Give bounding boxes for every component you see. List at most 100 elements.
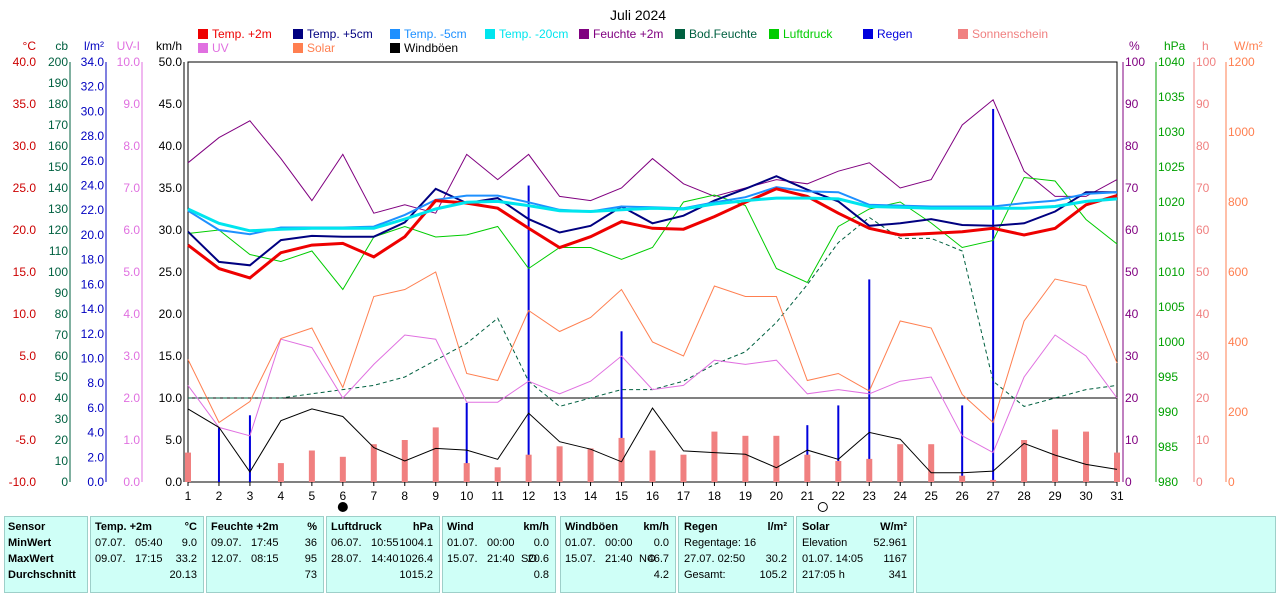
- x-tick-label: 12: [522, 489, 536, 503]
- axis-unit-hpa-right: hPa: [1164, 39, 1186, 53]
- x-tick-label: 14: [584, 489, 598, 503]
- axis-tick-km-h: 20.0: [159, 307, 183, 321]
- stats-luftdruck-max-value: 1026.4: [399, 553, 433, 565]
- stats-wind-min-date: 01.07.: [447, 537, 478, 549]
- bar-sonnenschein: [835, 461, 842, 482]
- stats-feuchte-min-date: 09.07.: [211, 537, 242, 549]
- axis-tick-km-h: 5.0: [165, 433, 182, 447]
- axis-tick-c: -10.0: [9, 475, 37, 489]
- axis-tick-c: 5.0: [19, 349, 36, 363]
- bar-sonnenschein: [959, 475, 966, 482]
- axis-tick-km-h: 0.0: [165, 475, 182, 489]
- axis-tick-cb: 70: [55, 328, 69, 342]
- bar-sonnenschein: [587, 448, 594, 482]
- axes: °C -10.0 -5.0 0.0 5.0 10.0 15.0 20.0 25.0 30.0 35.…: [9, 39, 1263, 489]
- stats-solar-unit: W/m²: [880, 521, 907, 533]
- stats-wind-header: Wind: [447, 521, 474, 533]
- axis-tick-hpa: 985: [1158, 440, 1178, 454]
- axis-tick-uv-i: 0.0: [123, 475, 140, 489]
- axis-unit-cb-left: cb: [55, 39, 68, 53]
- stats-feuchte-max-value: 95: [304, 553, 317, 565]
- axis-tick-l-m: 10.0: [81, 351, 105, 365]
- axis-tick-c: -5.0: [15, 433, 36, 447]
- bars-layer: [185, 108, 1120, 483]
- axis-tick-h: 70: [1196, 181, 1210, 195]
- stats-wind-max-time: 21:40: [487, 553, 515, 565]
- legend-label-temp-5cm: Temp. +5cm: [307, 27, 373, 41]
- legend-swatch-temp-5cm: [293, 29, 303, 39]
- axis-tick-h: 80: [1196, 139, 1210, 153]
- axis-tick-h: 20: [1196, 391, 1210, 405]
- bar-regen: [961, 405, 964, 482]
- stats-row-label-min: MinWert: [8, 537, 52, 549]
- x-tick-label: 16: [646, 489, 660, 503]
- bar-sonnenschein: [494, 467, 501, 482]
- axis-tick-pct: 60: [1125, 223, 1139, 237]
- axis-tick-uv-i: 7.0: [123, 181, 140, 195]
- line-temp-2m: [187, 187, 1118, 280]
- axis-tick-hpa: 980: [1158, 475, 1178, 489]
- axis-unit-w-m-right: W/m²: [1234, 39, 1263, 53]
- legend-label-sonnenschein: Sonnenschein: [972, 27, 1048, 41]
- stats-wind-box: Wind km/h 01.07. 00:00 0.0 15.07. 21:40 …: [442, 516, 556, 593]
- x-tick-label: 15: [615, 489, 629, 503]
- axis-tick-cb: 110: [49, 244, 68, 258]
- stats-temp-min-time: 05:40: [135, 537, 163, 549]
- stats-windboeen-min-time: 00:00: [605, 537, 633, 549]
- axis-tick-l-m: 30.0: [81, 104, 105, 118]
- axis-tick-hpa: 1030: [1158, 125, 1185, 139]
- axis-tick-l-m: 6.0: [87, 401, 104, 415]
- stats-luftdruck-min-value: 1004.1: [399, 537, 433, 549]
- axis-tick-pct: 40: [1125, 307, 1139, 321]
- axis-tick-cb: 90: [55, 286, 69, 300]
- legend-label-bod-feuchte: Bod.Feuchte: [689, 27, 757, 41]
- stats-temp-max-value: 33.2: [175, 553, 197, 565]
- stats-feuchte-max-date: 12.07.: [211, 553, 242, 565]
- axis-tick-pct: 70: [1125, 181, 1139, 195]
- axis-unit-km-h-left: km/h: [156, 39, 182, 53]
- axis-tick-l-m: 14.0: [81, 302, 105, 316]
- stats-temp-avg-value: 20.13: [169, 569, 197, 581]
- axis-tick-km-h: 50.0: [159, 55, 183, 69]
- axis-tick-pct: 0: [1125, 475, 1132, 489]
- x-tick-label: 6: [339, 489, 346, 503]
- legend-swatch-bod-feuchte: [675, 29, 685, 39]
- stats-wind-max-date: 15.07.: [447, 553, 478, 565]
- axis-tick-cb: 190: [48, 76, 68, 90]
- axis-tick-w-m: 1200: [1228, 55, 1255, 69]
- x-tick-label: 10: [460, 489, 474, 503]
- line-solar: [187, 271, 1118, 424]
- axis-tick-uv-i: 1.0: [123, 433, 140, 447]
- bar-sonnenschein: [928, 444, 935, 482]
- x-tick-label: 25: [925, 489, 939, 503]
- x-tick-label: 4: [278, 489, 285, 503]
- axis-tick-cb: 40: [55, 391, 69, 405]
- axis-tick-h: 40: [1196, 307, 1210, 321]
- axis-tick-hpa: 1000: [1158, 335, 1185, 349]
- stats-windboeen-min-value: 0.0: [653, 537, 669, 549]
- x-tick-label: 26: [955, 489, 969, 503]
- stats-temp-min-date: 07.07.: [95, 537, 126, 549]
- bar-sonnenschein: [370, 444, 377, 482]
- stats-solar-elevation-value: 52.961: [873, 537, 907, 549]
- bar-sonnenschein: [556, 446, 563, 482]
- axis-tick-hpa: 1040: [1158, 55, 1185, 69]
- stats-temp-min-value: 9.0: [181, 537, 197, 549]
- legend-label-temp-5cm: Temp. -5cm: [404, 27, 467, 41]
- stats-regen-days: Regentage: 16: [684, 537, 757, 549]
- axis-tick-hpa: 1025: [1158, 160, 1185, 174]
- axis-tick-hpa: 990: [1158, 405, 1178, 419]
- stats-wind-max-value: 20.6: [527, 553, 549, 565]
- stats-windboeen-max-value: 46.7: [647, 553, 669, 565]
- stats-row-label-avg: Durchschnitt: [8, 569, 76, 581]
- axis-tick-pct: 100: [1125, 55, 1145, 69]
- moon-full-icon: [817, 502, 828, 512]
- stats-wind-max-dir: SO: [521, 553, 537, 565]
- bar-regen: [868, 279, 871, 482]
- legend-label-temp-2m: Temp. +2m: [212, 27, 272, 41]
- axis-tick-pct: 20: [1125, 391, 1139, 405]
- axis-tick-h: 60: [1196, 223, 1210, 237]
- stats-luftdruck-avg-value: 1015.2: [399, 569, 433, 581]
- legend-label-windb-en: Windböen: [404, 41, 458, 55]
- line-temp-20cm: [187, 196, 1118, 233]
